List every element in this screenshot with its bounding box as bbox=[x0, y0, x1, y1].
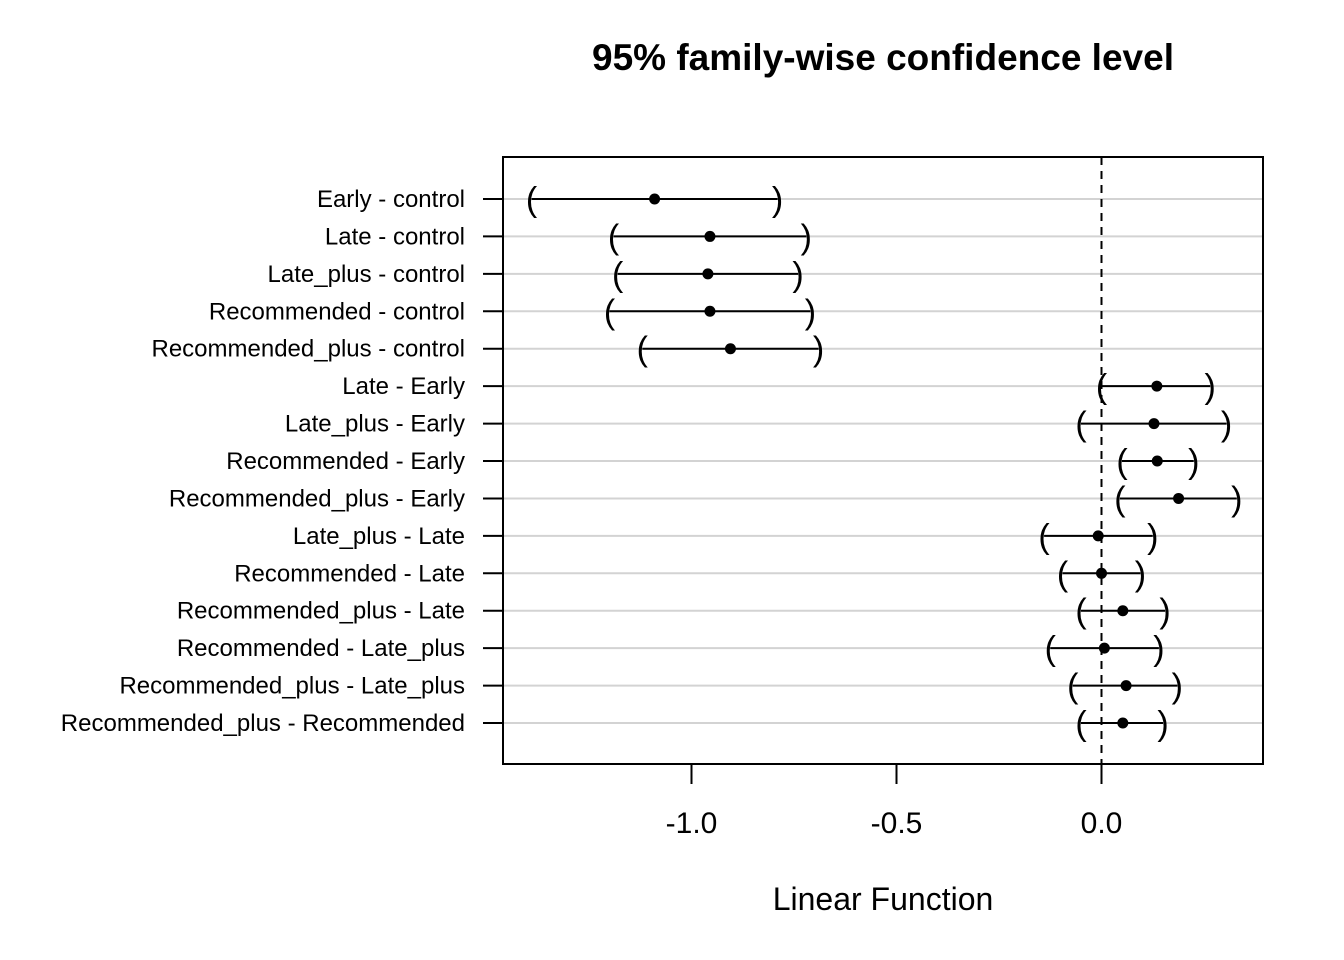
interval-lower-bound: ( bbox=[1067, 668, 1079, 706]
interval-lower-bound: ( bbox=[1114, 480, 1126, 518]
comparison-label: Recommended - control bbox=[209, 298, 465, 325]
estimate-point bbox=[1092, 530, 1104, 542]
estimate-point bbox=[649, 193, 661, 205]
interval-row: () bbox=[1075, 406, 1232, 444]
interval-upper-bound: ) bbox=[1135, 555, 1146, 593]
interval-row: () bbox=[1096, 368, 1216, 406]
interval-lower-bound: ( bbox=[1057, 555, 1069, 593]
interval-lower-bound: ( bbox=[637, 331, 649, 369]
interval-upper-bound: ) bbox=[1147, 518, 1158, 556]
interval-row: () bbox=[1116, 443, 1199, 481]
interval-lower-bound: ( bbox=[604, 293, 616, 331]
interval-lower-bound: ( bbox=[526, 181, 538, 219]
interval-upper-bound: ) bbox=[801, 218, 812, 256]
interval-upper-bound: ) bbox=[1188, 443, 1199, 481]
interval-lower-bound: ( bbox=[1096, 368, 1108, 406]
estimate-point bbox=[724, 343, 736, 355]
comparison-label: Late_plus - Late bbox=[293, 523, 465, 550]
interval-upper-bound: ) bbox=[813, 331, 824, 369]
interval-upper-bound: ) bbox=[772, 181, 783, 219]
estimate-point bbox=[702, 268, 714, 280]
comparison-label: Recommended - Late_plus bbox=[177, 635, 465, 662]
estimate-point bbox=[1173, 492, 1185, 504]
comparison-label: Recommended - Early bbox=[226, 448, 465, 475]
x-axis-label: Linear Function bbox=[773, 881, 994, 917]
interval-lower-bound: ( bbox=[612, 256, 624, 294]
comparison-label: Late - control bbox=[325, 223, 465, 250]
interval-row: () bbox=[1075, 705, 1168, 743]
interval-upper-bound: ) bbox=[1172, 668, 1183, 706]
x-tick-label: 0.0 bbox=[1081, 807, 1123, 840]
interval-upper-bound: ) bbox=[1159, 593, 1170, 631]
estimate-point bbox=[1096, 567, 1107, 579]
interval-row: () bbox=[612, 256, 804, 294]
interval-row: () bbox=[1114, 480, 1242, 518]
estimate-point bbox=[1117, 717, 1129, 729]
comparison-label: Late - Early bbox=[342, 373, 465, 400]
comparison-label: Recommended_plus - Early bbox=[169, 485, 465, 512]
x-axis: -1.0 -0.5 0.0 bbox=[666, 763, 1123, 840]
interval-upper-bound: ) bbox=[805, 293, 816, 331]
interval-lower-bound: ( bbox=[1075, 593, 1087, 631]
interval-upper-bound: ) bbox=[1157, 705, 1168, 743]
comparison-label: Late_plus - control bbox=[268, 261, 465, 288]
interval-lower-bound: ( bbox=[1045, 630, 1057, 668]
interval-lower-bound: ( bbox=[1116, 443, 1128, 481]
comparison-label: Recommended_plus - Recommended bbox=[61, 710, 465, 737]
x-tick-label: -1.0 bbox=[666, 807, 718, 840]
chart-title: 95% family-wise confidence level bbox=[592, 37, 1174, 78]
interval-row: () bbox=[1067, 668, 1183, 706]
interval-row: () bbox=[1057, 555, 1146, 593]
comparison-label: Late_plus - Early bbox=[285, 411, 465, 438]
interval-row: () bbox=[1075, 593, 1170, 631]
x-tick-label: -0.5 bbox=[871, 807, 923, 840]
interval-upper-bound: ) bbox=[1221, 406, 1232, 444]
comparison-label: Recommended_plus - Late bbox=[177, 598, 465, 625]
estimate-point bbox=[1098, 642, 1110, 654]
estimate-point bbox=[1117, 605, 1129, 617]
estimate-point bbox=[704, 230, 716, 242]
comparison-label: Early - control bbox=[317, 186, 465, 213]
interval-upper-bound: ) bbox=[1153, 630, 1164, 668]
estimate-point bbox=[1120, 680, 1132, 692]
interval-lower-bound: ( bbox=[608, 218, 620, 256]
interval-lower-bound: ( bbox=[1075, 406, 1087, 444]
interval-row: () bbox=[604, 293, 816, 331]
y-axis: Early - control Late - control Late_plus -… bbox=[61, 186, 503, 737]
interval-lower-bound: ( bbox=[1038, 518, 1050, 556]
interval-upper-bound: ) bbox=[1204, 368, 1215, 406]
estimate-point bbox=[704, 305, 716, 317]
interval-upper-bound: ) bbox=[792, 256, 803, 294]
comparison-label: Recommended_plus - Late_plus bbox=[119, 673, 465, 700]
interval-row: () bbox=[608, 218, 812, 256]
interval-row: () bbox=[637, 331, 825, 369]
intervals: ()()()()()()()()()()()()()()() bbox=[526, 181, 1243, 743]
estimate-point bbox=[1151, 455, 1163, 467]
comparison-label: Recommended - Late bbox=[234, 560, 465, 587]
estimate-point bbox=[1148, 418, 1160, 430]
interval-row: () bbox=[1038, 518, 1158, 556]
estimate-point bbox=[1151, 380, 1163, 392]
interval-lower-bound: ( bbox=[1075, 705, 1087, 743]
interval-upper-bound: ) bbox=[1231, 480, 1242, 518]
interval-row: () bbox=[1045, 630, 1165, 668]
interval-row: () bbox=[526, 181, 783, 219]
comparison-label: Recommended_plus - control bbox=[152, 336, 466, 363]
